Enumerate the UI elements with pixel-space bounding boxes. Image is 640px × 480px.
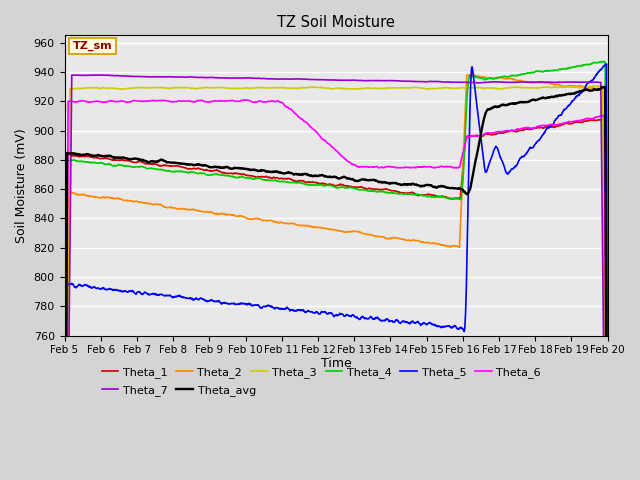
Title: TZ Soil Moisture: TZ Soil Moisture bbox=[277, 15, 395, 30]
Y-axis label: Soil Moisture (mV): Soil Moisture (mV) bbox=[15, 128, 28, 243]
X-axis label: Time: Time bbox=[321, 357, 351, 370]
Text: TZ_sm: TZ_sm bbox=[73, 41, 112, 51]
Legend: Theta_7, Theta_avg: Theta_7, Theta_avg bbox=[97, 381, 260, 401]
